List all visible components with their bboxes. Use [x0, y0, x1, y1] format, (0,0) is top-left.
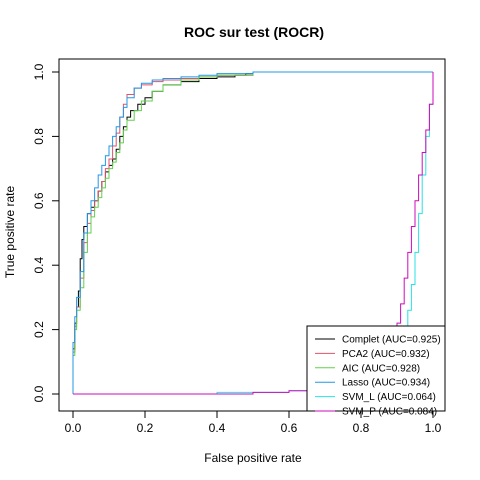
- x-tick-label: 0.8: [353, 421, 370, 435]
- legend-label: SVM_P (AUC=0.084): [342, 407, 437, 418]
- x-tick-label: 1.0: [425, 421, 442, 435]
- y-tick-label: 0.6: [32, 192, 46, 209]
- roc-curve-3: [72, 71, 433, 394]
- roc-curve-0: [72, 71, 433, 394]
- plot-frame: [58, 58, 446, 412]
- legend-label: Lasso (AUC=0.934): [342, 378, 430, 389]
- y-tick-label: 0.2: [32, 321, 46, 338]
- x-tick-label: 0.2: [137, 421, 154, 435]
- y-tick-label: 0.8: [32, 128, 46, 145]
- y-tick-label: 0.4: [32, 257, 46, 274]
- y-tick-label: 1.0: [32, 63, 46, 80]
- chart-title: ROC sur test (ROCR): [184, 24, 324, 40]
- legend-label: AIC (AUC=0.928): [342, 363, 420, 374]
- y-axis-label: True positive rate: [3, 186, 17, 279]
- x-axis-label: False positive rate: [204, 451, 302, 465]
- y-axis: 0.0 0.2 0.4 0.6 0.8 1.0: [32, 63, 59, 402]
- x-tick-label: 0.0: [65, 421, 82, 435]
- legend-label: PCA2 (AUC=0.932): [342, 349, 430, 360]
- legend: Complet (AUC=0.925) PCA2 (AUC=0.932) AIC (…: [306, 325, 446, 418]
- x-tick-label: 0.6: [281, 421, 298, 435]
- y-tick-label: 0.0: [32, 385, 46, 402]
- legend-label: SVM_L (AUC=0.064): [342, 392, 436, 403]
- legend-label: Complet (AUC=0.925): [342, 335, 441, 346]
- x-tick-label: 0.4: [209, 421, 226, 435]
- x-axis: 0.0 0.2 0.4 0.6 0.8 1.0: [65, 411, 442, 435]
